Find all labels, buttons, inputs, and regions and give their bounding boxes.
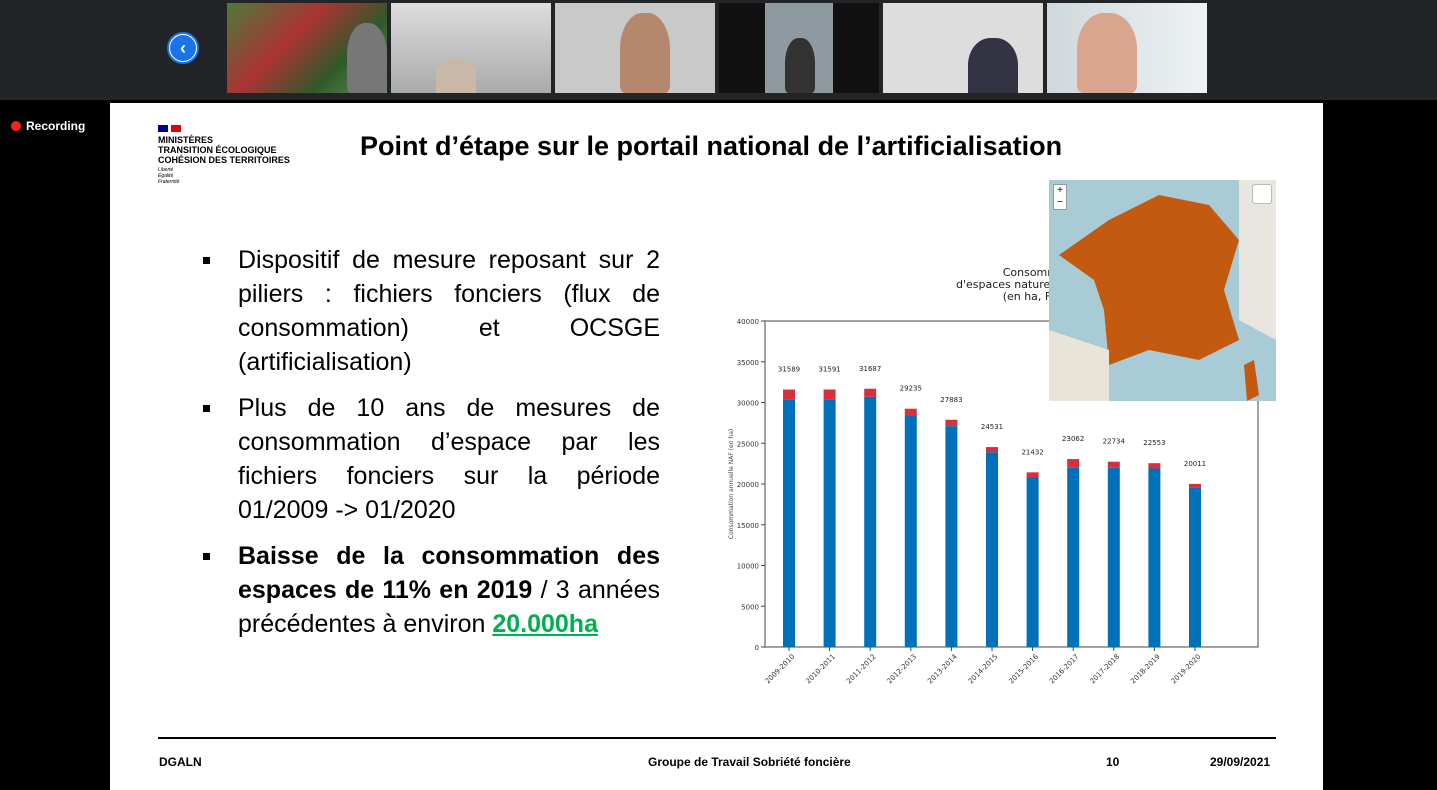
footer-org: DGALN: [159, 755, 202, 769]
bar-blue: [904, 415, 917, 647]
zoom-out-button[interactable]: −: [1057, 197, 1063, 208]
y-tick-label: 20000: [737, 481, 759, 489]
france-map[interactable]: + −: [1049, 180, 1276, 401]
x-tick-label: 2013-2014: [926, 652, 959, 685]
x-tick-label: 2016-2017: [1048, 653, 1081, 686]
participant-video-5[interactable]: [883, 3, 1043, 93]
data-label: 31591: [818, 366, 840, 374]
bullet-item: Plus de 10 ans de mesures de consommatio…: [200, 391, 660, 527]
y-tick-label: 10000: [737, 563, 759, 571]
bar-blue: [1026, 477, 1039, 647]
bar-red: [1189, 483, 1201, 488]
bar-blue: [986, 452, 998, 647]
x-tick-label: 2018-2019: [1129, 653, 1162, 686]
footer-group: Groupe de Travail Sobriété foncière: [648, 755, 851, 769]
y-tick-label: 35000: [737, 359, 759, 367]
bar-blue: [1067, 467, 1080, 647]
data-label: 24531: [981, 423, 1003, 431]
shared-slide: MINISTÈRES TRANSITION ÉCOLOGIQUE COHÉSIO…: [110, 103, 1323, 790]
bar-blue: [1148, 468, 1161, 647]
motto: Fraternité: [158, 179, 180, 185]
bar-red: [1148, 463, 1161, 469]
footer-date: 29/09/2021: [1210, 755, 1271, 769]
recording-label: Recording: [26, 119, 86, 133]
data-label: 31687: [859, 365, 881, 373]
x-tick-label: 2012-2013: [886, 653, 919, 686]
motto: Égalité: [158, 173, 174, 179]
data-label: 22553: [1143, 439, 1165, 447]
chevron-left-icon: ‹: [170, 35, 196, 61]
x-tick-label: 2014-2015: [967, 653, 1000, 686]
data-label: 22734: [1103, 438, 1126, 446]
bar-red: [904, 408, 917, 416]
bullet-bold: Baisse de la consommation des espaces de…: [238, 542, 660, 604]
data-label: 20011: [1184, 460, 1206, 468]
participant-video-1[interactable]: [227, 3, 387, 93]
participant-strip: ‹: [0, 0, 1437, 100]
layers-icon[interactable]: [1252, 184, 1272, 204]
bar-red: [1107, 461, 1120, 468]
bullet-item: Dispositif de mesure reposant sur 2 pili…: [200, 243, 660, 379]
bar-red: [823, 389, 836, 400]
highlight-value: 20.000ha: [492, 610, 598, 638]
slide-title: Point d’étape sur le portail national de…: [360, 131, 1063, 161]
participant-video-2[interactable]: [391, 3, 551, 93]
page-number: 10: [1106, 755, 1120, 769]
participant-video-6[interactable]: [1047, 3, 1207, 93]
y-tick-label: 5000: [741, 603, 759, 611]
bar-red: [1067, 459, 1080, 468]
y-axis-label: Consommation annuelle NAF (en ha): [728, 429, 735, 539]
bar-blue: [945, 426, 958, 647]
bar-red: [864, 388, 877, 397]
x-tick-label: 2019-2020: [1170, 653, 1203, 686]
participant-video-3[interactable]: [555, 3, 715, 93]
y-tick-label: 0: [755, 644, 759, 652]
data-label: 29235: [900, 385, 922, 393]
x-tick-label: 2009-2010: [764, 653, 797, 686]
zoom-in-button[interactable]: +: [1057, 185, 1063, 196]
x-tick-label: 2015-2016: [1007, 652, 1040, 685]
bar-blue: [864, 396, 877, 647]
ministry-logo: MINISTÈRES TRANSITION ÉCOLOGIQUE COHÉSIO…: [158, 125, 290, 185]
previous-participants-button[interactable]: ‹: [167, 32, 199, 64]
bar-blue: [823, 399, 836, 647]
bar-red: [1026, 472, 1039, 478]
data-label: 31589: [778, 366, 800, 374]
bullet-text: / 3 années précédentes à environ: [238, 576, 660, 638]
bar-blue: [783, 399, 795, 647]
participant-video-4[interactable]: [719, 3, 879, 93]
france-heatmap: [1049, 180, 1276, 401]
bullet-list: Dispositif de mesure reposant sur 2 pili…: [200, 243, 660, 653]
logo-line: MINISTÈRES: [158, 135, 214, 145]
map-zoom-controls: + −: [1053, 184, 1067, 210]
y-tick-label: 30000: [737, 400, 759, 408]
footer-divider: [158, 737, 1276, 739]
bar-red: [986, 447, 998, 453]
recording-indicator: Recording: [11, 119, 85, 133]
x-tick-label: 2017-2018: [1089, 653, 1122, 686]
logo-line: COHÉSION DES TERRITOIRES: [158, 155, 290, 165]
x-tick-label: 2010-2011: [804, 653, 837, 686]
data-label: 23062: [1062, 435, 1084, 443]
bar-blue: [1189, 487, 1201, 647]
y-tick-label: 25000: [737, 440, 759, 448]
motto: Liberté: [158, 167, 174, 173]
bullet-item: Baisse de la consommation des espaces de…: [200, 539, 660, 641]
data-label: 21432: [1021, 448, 1043, 456]
x-tick-label: 2011-2012: [845, 653, 878, 686]
bar-blue: [1107, 467, 1120, 647]
data-label: 27883: [940, 396, 962, 404]
y-tick-label: 40000: [737, 318, 759, 326]
logo-line: TRANSITION ÉCOLOGIQUE: [158, 145, 277, 155]
bar-red: [783, 389, 795, 400]
y-tick-label: 15000: [737, 522, 759, 530]
recording-dot-icon: [11, 121, 21, 131]
bar-red: [945, 419, 958, 427]
